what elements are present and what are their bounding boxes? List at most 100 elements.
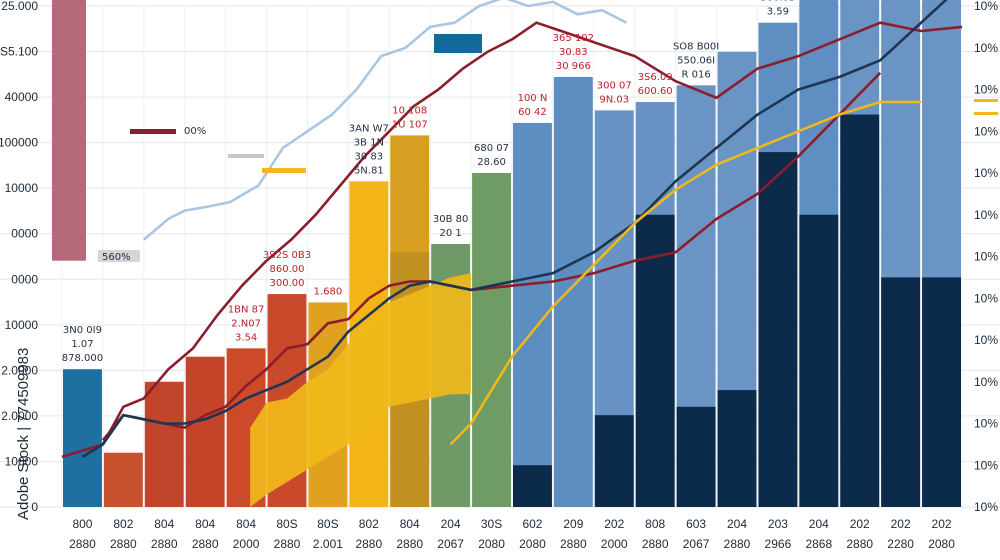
legend-swatch <box>130 129 176 134</box>
y-tick-label: 10% <box>974 41 998 55</box>
x-tick-label: 203 <box>768 517 788 531</box>
x-tick-label: 202 <box>604 517 624 531</box>
y-tick-label: 100000 <box>0 136 38 150</box>
legend-swatch <box>434 34 482 53</box>
data-label: R 016 <box>681 69 710 80</box>
x-tick-label: 2880 <box>151 537 178 551</box>
x-tick-label: 804 <box>236 517 256 531</box>
x-tick-label: 2000 <box>601 537 628 551</box>
legend-swatch <box>228 154 264 158</box>
data-label: 9N.03 <box>599 94 629 105</box>
x-tick-label: 2067 <box>683 537 710 551</box>
y-tick-label: 4S5.100 <box>0 45 38 59</box>
data-label: 860.00 <box>270 264 305 275</box>
bar-overlay <box>881 277 921 507</box>
area-band-shape <box>250 273 472 507</box>
y-tick-label: 10000 <box>5 318 39 332</box>
x-axis: 800 2880 802 2880 804 2880 804 2880 804 2000 80S 28… <box>69 517 955 551</box>
y-tick-label: 10% <box>974 0 998 13</box>
y-tick-label: 0 <box>31 500 38 514</box>
data-label: 550.06I <box>677 55 715 66</box>
bar <box>63 369 102 507</box>
data-label: 10 108 <box>392 105 427 116</box>
data-label: 100 N <box>518 93 548 104</box>
y-tick-label: 10% <box>974 417 998 431</box>
data-label: 60 42 <box>518 107 547 118</box>
data-label: 300.03 <box>760 0 795 4</box>
x-tick-label: 804 <box>154 517 174 531</box>
y-tick-label: 0000 <box>11 272 38 286</box>
data-label: 3S2S 0B3 <box>263 250 311 261</box>
x-tick-label: 204 <box>727 517 747 531</box>
data-label: 30B 80 <box>433 214 469 225</box>
bar-overlay <box>799 214 839 507</box>
data-label: 3B 1N <box>354 137 384 148</box>
bar <box>472 173 511 507</box>
data-label: 878.000 <box>62 353 103 364</box>
data-label: SO8 B00I <box>673 41 719 52</box>
x-tick-label: 2880 <box>110 537 137 551</box>
series-lines <box>61 0 963 459</box>
data-label: 365 102 <box>553 33 594 44</box>
x-tick-label: 2880 <box>396 537 423 551</box>
bars <box>52 0 961 508</box>
legend-swatches: 00% 560% <box>98 34 998 263</box>
x-tick-label: 802 <box>359 517 379 531</box>
x-tick-label: 202 <box>850 517 870 531</box>
bar <box>553 76 593 507</box>
x-tick-label: 2880 <box>69 537 96 551</box>
data-label: 3S6.09 <box>638 72 673 83</box>
data-label: 3AN W7 <box>349 123 389 134</box>
y-tick-label: 10% <box>974 208 998 222</box>
x-tick-label: 2880 <box>724 537 751 551</box>
data-label: 3.54 <box>235 332 257 343</box>
bar <box>144 381 184 507</box>
bar-overlay <box>676 406 716 507</box>
y-tick-label: 10% <box>974 250 998 264</box>
x-tick-label: 603 <box>686 517 706 531</box>
bar-overlay <box>513 465 552 507</box>
x-tick-label: 2080 <box>928 537 955 551</box>
x-tick-label: 602 <box>522 517 542 531</box>
data-label: 300 07 <box>597 80 632 91</box>
x-tick-label: 2000 <box>233 537 260 551</box>
data-label: 1.07 <box>71 339 93 350</box>
x-tick-label: 2.001 <box>313 537 343 551</box>
y-tick-label: 10% <box>974 375 998 389</box>
bar-overlay <box>594 415 634 507</box>
x-tick-label: 2880 <box>642 537 669 551</box>
series-line <box>142 0 628 241</box>
x-tick-label: 209 <box>563 517 583 531</box>
y-tick-label: 10% <box>974 458 998 472</box>
y-tick-label: 40000 <box>5 90 39 104</box>
x-tick-label: 804 <box>400 517 420 531</box>
x-tick-label: 2880 <box>192 537 219 551</box>
series-line <box>81 0 948 459</box>
x-tick-label: 2280 <box>887 537 914 551</box>
bar-labels: 3N0 0I9 1.07 878.000 1BN 87 2.N07 3.54 3S2S 0B… <box>62 0 796 364</box>
data-label: 680 07 <box>474 143 509 154</box>
x-tick-label: 802 <box>113 517 133 531</box>
watermark-text: Adobe Stock | 774509983 <box>15 348 32 520</box>
data-label: 1U 107 <box>392 119 428 130</box>
y-tick-label: 10% <box>974 291 998 305</box>
bar-overlay <box>840 114 880 508</box>
legend-label: 560% <box>102 252 131 263</box>
y-axis-right: 10% 10% 10% 10% 10% 10% 10% 10% 10% 10% 10% 10% 10% <box>974 0 998 514</box>
x-tick-label: 804 <box>195 517 215 531</box>
x-tick-label: 2880 <box>355 537 382 551</box>
x-tick-label: 2880 <box>846 537 873 551</box>
x-tick-label: 2067 <box>437 537 464 551</box>
x-tick-label: 80S <box>276 517 297 531</box>
data-label: 30 966 <box>556 61 591 72</box>
y-tick-label: 10% <box>974 166 998 180</box>
side-bar <box>52 0 86 261</box>
y-tick-label: 10000 <box>5 454 39 468</box>
y-tick-label: 10% <box>974 83 998 97</box>
y-tick-label: 10% <box>974 333 998 347</box>
x-tick-label: 80S <box>317 517 338 531</box>
bar <box>185 356 225 507</box>
x-tick-label: 2868 <box>805 537 832 551</box>
